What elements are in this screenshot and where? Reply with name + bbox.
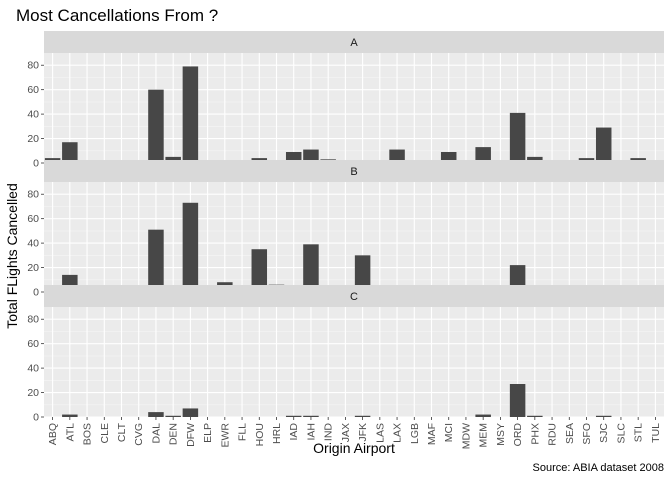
x-tick-label: EWR [219,423,231,448]
bar-A-DAL [148,89,164,163]
x-tick-label: IND [323,423,335,442]
bar-B-HOU [251,249,268,292]
panel-background [44,307,664,417]
y-tick-label: 0 [33,412,39,424]
bar-C-MEM [475,414,491,417]
panel-A: A 0 20 40 60 80 [27,31,664,170]
panel-C: C 0 20 40 60 80 [27,285,664,424]
bar-A-DFW [182,66,199,163]
y-tick-label: 40 [27,109,39,121]
y-tick-label: 0 [33,287,39,299]
bar-A-ATL [62,142,78,163]
x-tick-label: SEA [564,423,576,444]
bar-B-DAL [148,229,164,292]
bar-A-LAX [389,149,405,163]
x-tick-label: HRL [271,423,283,444]
bar-B-JFK [354,255,371,292]
x-tick-label: JFK [357,423,369,442]
bar-A-ORD [509,112,526,163]
x-tick-label: DEN [168,423,180,445]
y-tick-label: 60 [27,338,39,350]
bar-C-IAH [303,415,319,417]
x-tick-label: ORD [512,423,524,447]
x-tick-label: FLL [237,423,249,441]
x-tick-label: MCI [443,423,455,442]
x-tick-label: MSY [495,423,507,446]
bar-A-DEN [165,156,181,163]
panel-B: B 0 20 40 60 80 [27,160,664,299]
facet-panels: A 0 20 40 60 80 B 0 20 40 60 80 C 0 20 40 60 80 [27,31,664,424]
facet-strip [44,285,664,307]
x-tick-label: LGB [409,423,421,444]
x-tick-label: DAL [150,423,162,444]
facet-strip-label: B [350,166,357,178]
panel-background [44,182,664,292]
bar-A-MCI [440,152,457,163]
x-tick-label: ATL [64,423,76,442]
x-tick-label: RDU [547,423,559,446]
x-tick-label: ABQ [47,423,59,445]
y-tick-label: 0 [33,158,39,170]
y-tick-label: 80 [27,189,39,201]
bar-C-IAD [285,415,302,417]
y-tick-label: 20 [27,133,39,145]
facet-strip-label: A [350,37,358,49]
y-tick-label: 20 [27,387,39,399]
x-tick-label: TUL [650,423,662,443]
y-tick-label: 40 [27,238,39,250]
bar-B-DFW [182,202,199,292]
x-tick-label: ELP [202,423,214,443]
chart-title: Most Cancellations From ? [16,6,218,25]
bar-B-IAH [303,244,319,292]
x-axis-title: Origin Airport [313,440,395,456]
bar-C-ORD [509,384,526,417]
x-tick-label: SJC [598,423,610,443]
x-axis-ticks: ABQ ATL BOS CLE CLT CVG DAL DEN DFW ELP EWR FLL HOU H… [47,417,662,449]
x-tick-label: CLE [99,423,111,443]
y-tick-label: 80 [27,314,39,326]
chart-caption: Source: ABIA dataset 2008 [533,462,664,474]
x-tick-label: SLC [615,423,627,444]
x-tick-label: BOS [82,423,94,445]
facet-strip [44,160,664,182]
x-tick-label: JAX [340,423,352,442]
bar-C-DFW [182,408,199,417]
facet-strip [44,31,664,53]
bar-C-DEN [165,415,181,417]
bar-C-DAL [148,412,164,417]
x-tick-label: HOU [254,423,266,446]
y-axis-title: Total FLights Cancelled [4,183,20,329]
bar-C-PHX [527,415,543,417]
bar-A-SJC [595,127,612,163]
bar-A-IAH [303,149,319,163]
x-tick-label: IAD [288,423,300,441]
bar-A-PHX [527,156,543,163]
x-tick-label: LAS [374,423,386,443]
panel-background [44,53,664,163]
y-tick-label: 80 [27,60,39,72]
x-tick-label: MAF [426,423,438,445]
bar-C-SJC [595,415,612,417]
y-tick-label: 40 [27,363,39,375]
x-tick-label: MEM [478,423,490,448]
x-tick-label: STL [633,423,645,442]
bar-C-JFK [354,415,371,417]
x-tick-label: PHX [529,423,541,445]
x-tick-label: MDW [460,423,472,449]
y-tick-label: 20 [27,262,39,274]
x-tick-label: LAX [392,423,404,443]
x-tick-label: CLT [116,422,128,442]
y-tick-label: 60 [27,213,39,225]
x-tick-label: SFO [581,423,593,445]
x-tick-label: DFW [185,423,197,447]
bar-A-IAD [285,152,302,163]
bar-C-ATL [62,414,78,417]
bar-A-MEM [475,147,491,163]
y-tick-label: 60 [27,84,39,96]
facet-strip-label: C [350,291,358,303]
x-tick-label: CVG [133,423,145,446]
x-tick-label: IAH [305,423,317,441]
